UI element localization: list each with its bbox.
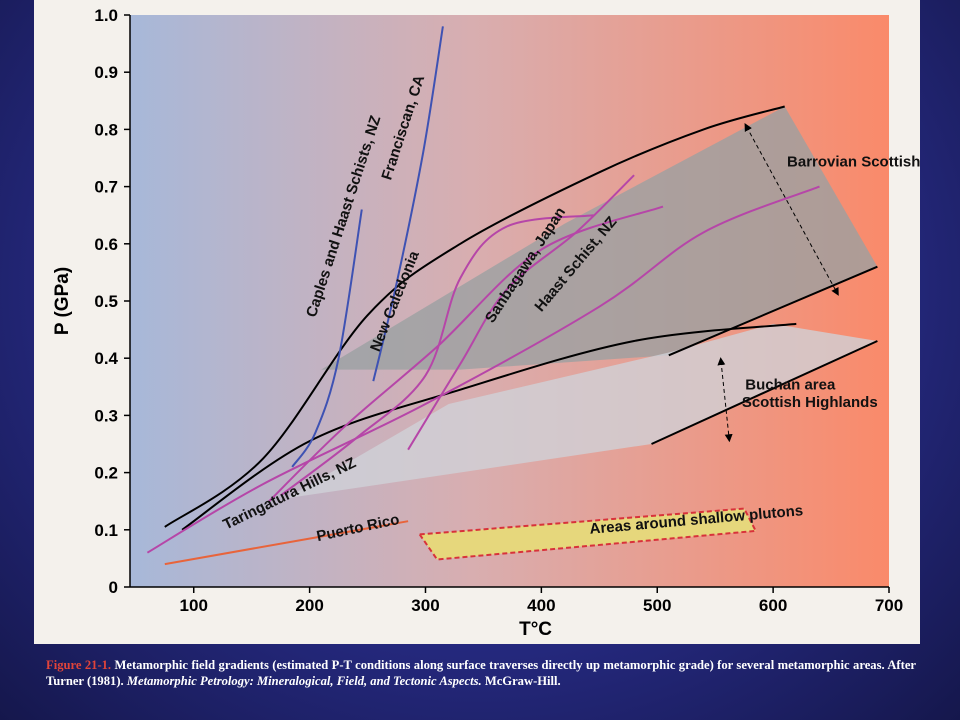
region-barrovian-scottish-highlands — [321, 106, 878, 370]
region-areas-around-shallow-plutons — [417, 507, 758, 561]
x-tick-label: 300 — [411, 596, 439, 615]
label-barrovian-scottish-highlands: Barrovian Scottish Highlands — [787, 154, 920, 171]
y-tick-label: 0.9 — [94, 63, 118, 82]
series-puerto-rico — [164, 520, 409, 566]
x-tick-label: 200 — [295, 596, 323, 615]
y-tick-label: 0.5 — [94, 292, 118, 311]
caption-source-title: Metamorphic Petrology: Mineralogical, Fi… — [126, 674, 482, 688]
series-new-caledonia — [268, 205, 664, 502]
series-franciscan-ca — [372, 26, 444, 382]
caption-figure-number: Figure 21-1. — [46, 658, 112, 672]
y-axis-title: P (GPa) — [52, 267, 73, 335]
label-scottish-highlands: Scottish Highlands — [742, 394, 878, 411]
buchan-lower-boundary — [651, 340, 878, 445]
x-tick-label: 700 — [875, 596, 903, 615]
x-tick-label: 600 — [759, 596, 787, 615]
figure-panel: Franciscan, CA Caples and Haast Schists, … — [34, 0, 920, 644]
y-tick-label: 0.8 — [94, 120, 118, 139]
buchan-upper-boundary — [181, 322, 797, 531]
y-tick-label: 0.3 — [94, 406, 118, 425]
y-tick-label: 0.2 — [94, 464, 118, 483]
y-tick-label: 0.4 — [94, 349, 118, 368]
series-sanbagawa-japan — [279, 214, 594, 497]
figure-caption: Figure 21-1. Metamorphic field gradients… — [46, 657, 916, 689]
series-taringatura-hills-nz — [146, 185, 820, 554]
series-caples-and-haast-schists-nz — [291, 209, 363, 468]
label-buchan-area: Buchan area — [745, 377, 836, 394]
y-tick-label: 1.0 — [94, 6, 118, 25]
caption-publisher: McGraw-Hill. — [484, 674, 561, 688]
x-tick-label: 500 — [643, 596, 671, 615]
barrovian-lower-boundary — [668, 265, 878, 357]
barrovian-arrow — [744, 123, 839, 296]
x-tick-label: 400 — [527, 596, 555, 615]
y-tick-label: 0.6 — [94, 235, 118, 254]
x-axis-title: T°C — [519, 619, 552, 640]
x-tick-label: 100 — [180, 596, 208, 615]
y-tick-label: 0.1 — [94, 521, 118, 540]
y-tick-label: 0 — [109, 578, 118, 597]
buchan-arrow — [717, 357, 733, 443]
y-tick-label: 0.7 — [94, 178, 118, 197]
caption-text: Metamorphic field gradients (estimated P… — [46, 658, 917, 688]
barrovian-upper-boundary — [164, 105, 785, 528]
